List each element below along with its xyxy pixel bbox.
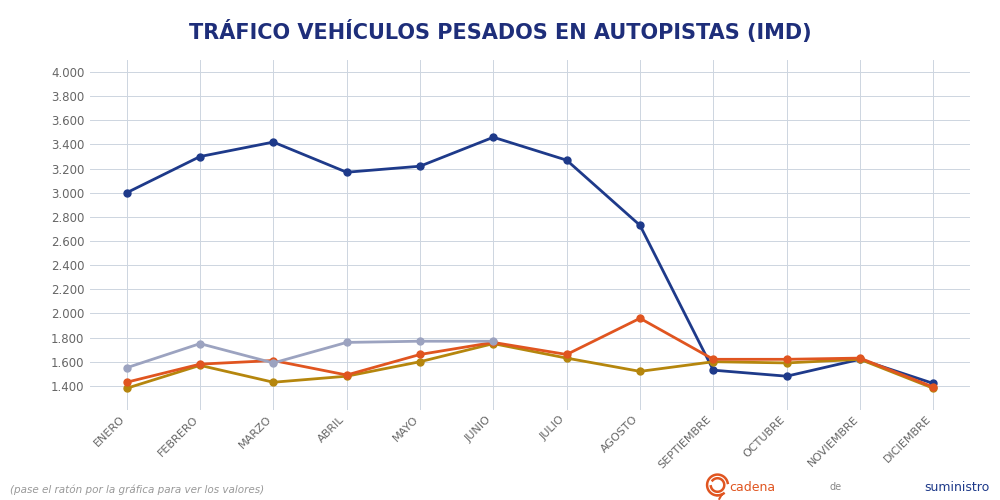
2021	[341, 169, 353, 175]
2021	[927, 380, 939, 386]
2023	[487, 340, 499, 345]
2021	[267, 139, 279, 145]
2021	[781, 373, 793, 379]
2023	[707, 356, 719, 362]
2022	[341, 373, 353, 379]
2021	[854, 356, 866, 362]
Text: cadena: cadena	[729, 481, 775, 494]
2024	[487, 338, 499, 344]
2024	[267, 360, 279, 366]
Text: (pase el ratón por la gráfica para ver los valores): (pase el ratón por la gráfica para ver l…	[10, 484, 264, 495]
2021	[561, 157, 573, 163]
2022	[854, 356, 866, 362]
Line: 2024: 2024	[123, 338, 497, 371]
2023	[927, 384, 939, 390]
2022	[267, 379, 279, 385]
2023	[341, 372, 353, 378]
2024	[121, 365, 133, 371]
2021	[634, 222, 646, 228]
Text: suministro: suministro	[925, 481, 990, 494]
2022	[414, 358, 426, 364]
2022	[561, 355, 573, 361]
2023	[414, 352, 426, 358]
2022	[194, 362, 206, 368]
2023	[634, 316, 646, 322]
2021	[707, 367, 719, 373]
2022	[121, 386, 133, 392]
Line: 2023: 2023	[123, 315, 937, 390]
2022	[927, 386, 939, 392]
2023	[561, 352, 573, 358]
2024	[194, 340, 206, 346]
2024	[414, 338, 426, 344]
2023	[267, 358, 279, 364]
2021	[414, 163, 426, 169]
2021	[487, 134, 499, 140]
Line: 2022: 2022	[123, 340, 937, 392]
Line: 2021: 2021	[123, 134, 937, 387]
2022	[707, 358, 719, 364]
2023	[781, 356, 793, 362]
Text: de: de	[830, 482, 842, 492]
2022	[634, 368, 646, 374]
2022	[487, 340, 499, 346]
2023	[121, 379, 133, 385]
2023	[194, 361, 206, 367]
2021	[194, 154, 206, 160]
2021	[121, 190, 133, 196]
2023	[854, 355, 866, 361]
Text: TRÁFICO VEHÍCULOS PESADOS EN AUTOPISTAS (IMD): TRÁFICO VEHÍCULOS PESADOS EN AUTOPISTAS …	[189, 20, 811, 43]
2024	[341, 340, 353, 345]
2022	[781, 360, 793, 366]
